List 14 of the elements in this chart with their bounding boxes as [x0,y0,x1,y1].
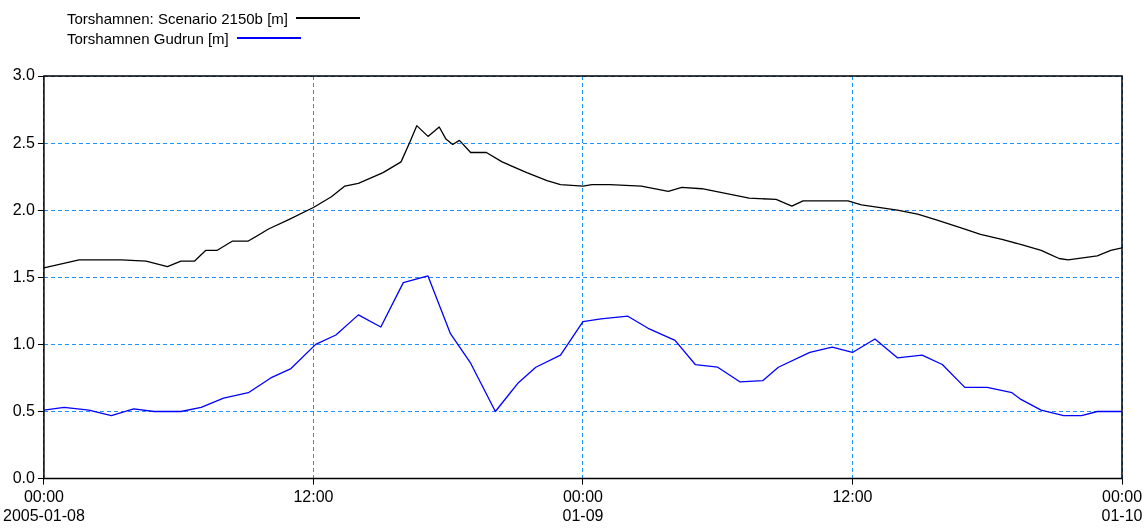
x-tick-label: 12:00 [832,487,873,505]
y-tick-label: 2.5 [12,133,36,151]
legend-label: Torshamnen: Scenario 2150b [m] [67,9,288,27]
x-tick-label: 00:00 2005-01-08 [3,487,85,524]
y-tick-label: 0.0 [12,469,36,487]
y-tick-label: 3.0 [12,66,36,84]
x-tick-label: 00:00 01-09 [562,487,604,524]
y-tick-label: 0.5 [12,401,36,419]
x-tick-label: 00:00 01-10 [1101,487,1143,524]
x-tick-label: 12:00 [293,487,334,505]
legend-label: Torshamnen Gudrun [m] [67,29,229,47]
y-tick-label: 1.5 [12,267,36,285]
y-tick-label: 1.0 [12,334,36,352]
y-tick-label: 2.0 [12,200,36,218]
